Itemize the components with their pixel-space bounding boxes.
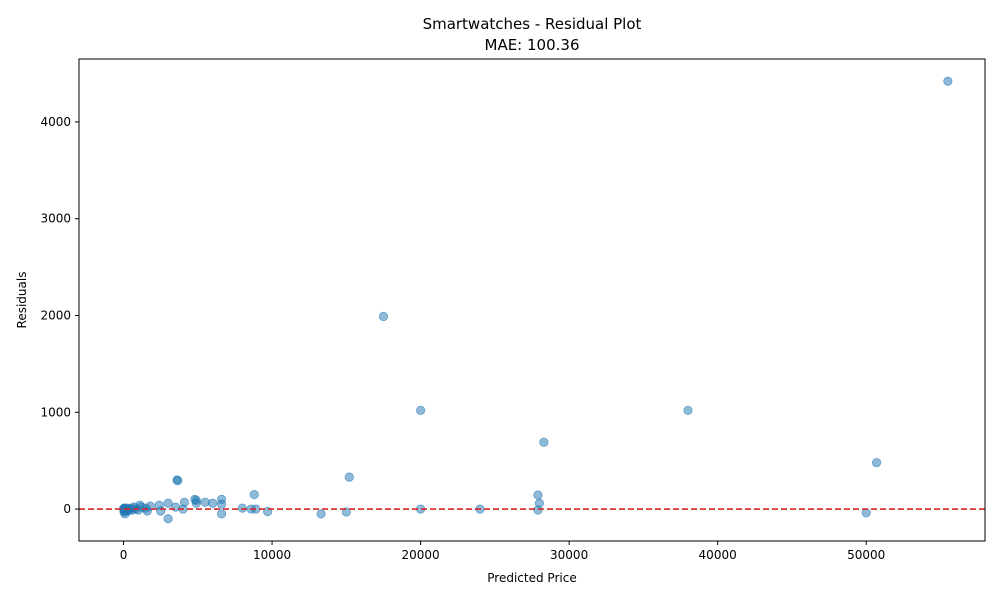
scatter-point	[341, 507, 351, 517]
x-axis-label: Predicted Price	[487, 571, 576, 585]
scatter-point	[191, 498, 201, 508]
plot-area	[79, 59, 985, 541]
y-tick-label: 0	[63, 502, 71, 516]
scatter-point	[173, 475, 183, 486]
scatter-point	[344, 472, 354, 482]
scatter-point	[683, 405, 693, 415]
scatter-point	[943, 76, 953, 86]
scatter-point	[163, 514, 173, 524]
data-marks	[79, 76, 985, 524]
x-tick-label: 30000	[550, 548, 588, 562]
scatter-point	[216, 509, 227, 519]
scatter-point	[216, 499, 227, 509]
scatter-point	[533, 505, 543, 515]
axes-frame	[78, 58, 986, 542]
y-tick-label: 2000	[40, 308, 71, 322]
chart-subtitle: MAE: 100.36	[485, 36, 580, 54]
chart-title: Smartwatches - Residual Plot	[423, 15, 642, 33]
scatter-point	[416, 405, 426, 415]
x-tick-label: 40000	[699, 548, 737, 562]
x-tick-label: 10000	[253, 548, 291, 562]
scatter-point	[533, 490, 543, 500]
scatter-point	[316, 509, 326, 519]
scatter-point	[871, 458, 882, 468]
scatter-point	[163, 498, 173, 508]
scatter-point	[237, 503, 247, 513]
scatter-point	[154, 500, 164, 510]
scatter-point	[539, 437, 549, 447]
axis-ticks: 0 10000 20000 30000 40000 50000 0 1000 2000 3000 4…	[40, 115, 885, 562]
scatter-point	[200, 497, 210, 507]
y-tick-label: 4000	[40, 115, 71, 129]
y-tick-label: 1000	[40, 405, 71, 419]
x-tick-label: 0	[120, 548, 128, 562]
x-tick-label: 50000	[847, 548, 885, 562]
y-tick-label: 3000	[40, 212, 71, 226]
scatter-point	[861, 508, 871, 518]
scatter-point	[378, 311, 389, 322]
x-tick-label: 20000	[402, 548, 440, 562]
scatter-point	[249, 489, 259, 500]
y-axis-label: Residuals	[15, 272, 29, 329]
